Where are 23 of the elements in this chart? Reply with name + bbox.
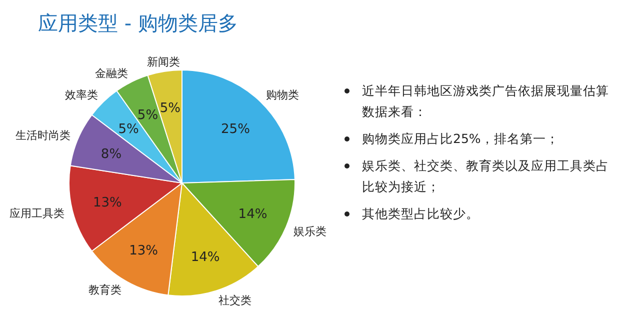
data-label: 5% bbox=[160, 101, 181, 116]
text: 近半年日韩地区游戏类广告依据展现量估算数据来看： bbox=[361, 82, 610, 121]
slice-label: 新闻类 bbox=[146, 55, 180, 68]
data-label: 5% bbox=[137, 108, 158, 124]
data-label: 14% bbox=[238, 206, 268, 222]
slice-label: 娱乐类 bbox=[293, 224, 326, 238]
text: 购物类应用占比25%，排名第一； bbox=[361, 130, 560, 148]
data-label: 5% bbox=[118, 122, 139, 137]
slice-label: 应用工具类 bbox=[10, 207, 65, 220]
slice-label: 社交类 bbox=[218, 294, 252, 308]
slice-label: 生活时尚类 bbox=[16, 129, 71, 142]
text: 其他类型占比较少。 bbox=[361, 205, 480, 223]
data-label: 8% bbox=[100, 147, 122, 162]
data-label: 25% bbox=[221, 122, 250, 137]
data-label: 13% bbox=[93, 196, 122, 211]
chart-title: 应用类型 - 购物类居多 bbox=[38, 10, 238, 37]
data-label: 14% bbox=[190, 250, 220, 266]
slice-label: 购物类 bbox=[266, 88, 300, 102]
text: 娱乐类、社交类、教育类以及应用工具类占比较为接近； bbox=[361, 157, 610, 196]
slice-label: 金融类 bbox=[95, 66, 128, 80]
data-label: 13% bbox=[129, 244, 158, 259]
slice-label: 效率类 bbox=[64, 88, 98, 102]
slice-label: 教育类 bbox=[88, 284, 122, 297]
